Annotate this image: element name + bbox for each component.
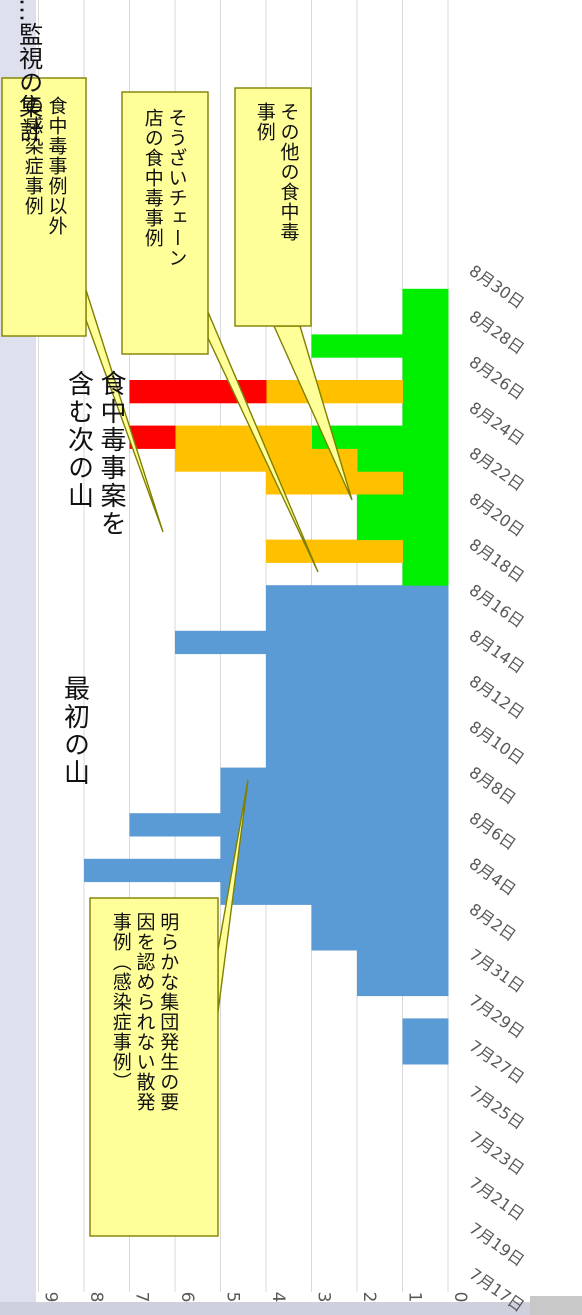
bar-segment [402, 1041, 449, 1065]
value-tick-label: 3 [314, 1292, 334, 1303]
bar-segment [402, 288, 449, 313]
date-tick-label: 8月24日 [466, 398, 528, 449]
date-tick-label: 8月20日 [466, 489, 528, 540]
value-tick-label: 2 [359, 1292, 379, 1303]
bar-segment [402, 562, 449, 586]
bar-segment [266, 653, 449, 677]
value-tick-label: 0 [450, 1292, 470, 1303]
date-tick-label: 7月19日 [466, 1219, 528, 1270]
bar-segment [266, 744, 449, 769]
bar-segment [266, 380, 403, 404]
value-tick-label: 7 [132, 1292, 152, 1303]
bar-segment [402, 311, 449, 335]
callout-sporadic-text: 明らかな集団発生の要 因を認められない散発 事例（感染症事例） [109, 912, 180, 1112]
callout-infection-text: 食中毒事例以外 の感染症事例 [21, 96, 68, 236]
bar-segment [220, 790, 449, 814]
value-tick-label: 6 [177, 1292, 197, 1303]
callout-infection-box [1, 77, 87, 337]
date-tick-label: 7月27日 [466, 1036, 528, 1087]
bar-segment [84, 858, 449, 883]
date-tick-label: 8月18日 [466, 535, 528, 586]
bar-segment [266, 585, 449, 609]
date-axis-ticks: 7月17日7月19日7月21日7月23日7月25日7月27日7月29日7月31日… [466, 261, 528, 1315]
value-tick-label: 5 [223, 1292, 243, 1303]
date-tick-label: 7月29日 [466, 991, 528, 1042]
chart-title-fragment: …監視の集計 [14, 0, 43, 142]
bar-segment [311, 904, 449, 928]
callout-chain-text: そうざいチェーン 店の食中毒事例 [141, 108, 188, 268]
bar-segment [357, 494, 449, 518]
date-tick-label: 7月17日 [466, 1264, 528, 1315]
callout-sporadic-box [89, 897, 219, 1237]
bar-segment [175, 425, 312, 449]
bar-segment [266, 676, 449, 700]
date-tick-label: 8月6日 [466, 808, 520, 854]
bar-segment [402, 357, 449, 381]
bar-segment [129, 813, 449, 837]
annotation-second-peak: 食中毒事案を 含む次の山 [63, 370, 127, 538]
date-tick-label: 8月2日 [466, 900, 520, 946]
bar-segment [357, 448, 449, 472]
value-tick-label: 1 [405, 1292, 425, 1303]
bottom-frame-band [0, 1302, 582, 1315]
bar-segment [402, 402, 449, 427]
bar-segment [311, 334, 449, 358]
date-tick-label: 7月21日 [466, 1173, 528, 1224]
bar-segment [266, 722, 449, 746]
date-tick-label: 7月23日 [466, 1128, 528, 1179]
date-tick-label: 8月28日 [466, 307, 528, 358]
date-tick-label: 7月25日 [466, 1082, 528, 1133]
bar-segment [266, 608, 449, 632]
date-tick-label: 8月22日 [466, 444, 528, 495]
date-tick-label: 7月31日 [466, 945, 528, 996]
callout-other-text: その他の食中毒 事例 [253, 102, 300, 242]
bar-segment [357, 950, 449, 974]
bar-segment [402, 1018, 449, 1042]
value-tick-label: 9 [41, 1292, 61, 1303]
value-tick-label: 8 [86, 1292, 106, 1303]
date-tick-label: 8月26日 [466, 352, 528, 403]
bottom-right-corner [530, 1296, 582, 1315]
bar-segment [266, 699, 449, 723]
annotation-first-peak: 最初の山 [59, 675, 90, 787]
bar-segment [266, 539, 403, 563]
date-tick-label: 8月8日 [466, 763, 520, 809]
bar-segment [129, 425, 176, 449]
bar-segment [402, 539, 449, 563]
value-axis-ticks: 0 1 2 3 4 5 6 7 8 9 [41, 1292, 471, 1303]
callout-chain-box [121, 91, 209, 355]
bar-segment [129, 380, 267, 404]
callout-other-box [234, 87, 312, 327]
date-tick-label: 8月4日 [466, 854, 520, 900]
bar-segment [220, 881, 449, 905]
bar-segment [402, 471, 449, 495]
bar-segment [220, 767, 449, 791]
value-tick-label: 4 [268, 1292, 288, 1303]
bar-segment [357, 972, 449, 997]
bar-segment [266, 471, 403, 495]
date-tick-label: 8月12日 [466, 672, 528, 723]
date-tick-label: 8月30日 [466, 261, 528, 312]
date-tick-label: 8月10日 [466, 717, 528, 768]
callouts [1, 77, 353, 1237]
bars [84, 288, 449, 1065]
bar-segment [220, 836, 449, 860]
bar-segment [311, 927, 449, 951]
date-tick-label: 8月14日 [466, 626, 528, 677]
bar-segment [357, 516, 449, 541]
bar-segment [402, 380, 449, 404]
date-tick-label: 8月16日 [466, 580, 528, 631]
bar-segment [311, 425, 449, 449]
bar-segment [175, 630, 449, 655]
